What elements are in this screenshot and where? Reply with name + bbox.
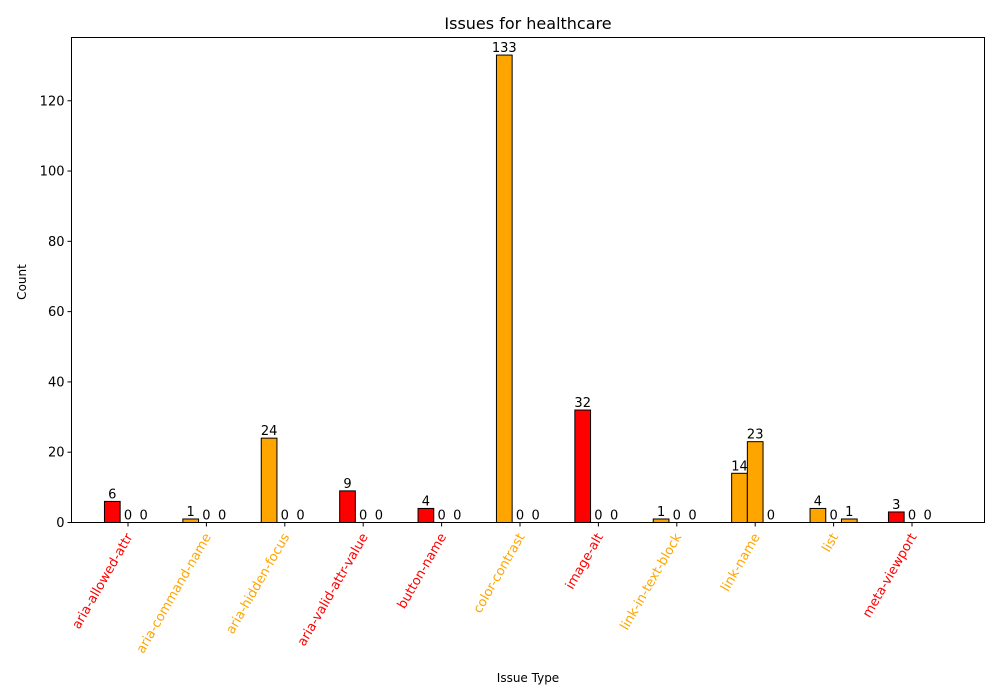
value-label-image-alt-s1: 32 xyxy=(574,396,591,411)
x-axis-label: Issue Type xyxy=(497,671,559,685)
value-label-list-s2: 0 xyxy=(829,509,837,524)
value-label-aria-command-name-s3: 0 xyxy=(218,509,226,524)
y-axis-label: Count xyxy=(15,264,29,300)
bar-image-alt-s1 xyxy=(574,409,592,524)
value-label-link-in-text-block-s2: 0 xyxy=(673,509,681,524)
value-label-meta-viewport-s2: 0 xyxy=(908,509,916,524)
bars-layer xyxy=(103,54,905,524)
value-label-color-contrast-s1: 133 xyxy=(492,41,517,56)
value-label-aria-hidden-focus-s1: 24 xyxy=(261,424,278,439)
y-tick-label-120: 120 xyxy=(40,94,65,109)
value-label-link-name-s3: 0 xyxy=(767,509,775,524)
value-label-meta-viewport-s1: 3 xyxy=(892,498,900,513)
y-tick-label-40: 40 xyxy=(48,375,65,390)
value-label-image-alt-s2: 0 xyxy=(594,509,602,524)
value-label-button-name-s2: 0 xyxy=(437,509,445,524)
bar-aria-allowed-attr-s1 xyxy=(103,500,121,524)
value-label-aria-hidden-focus-s3: 0 xyxy=(296,509,304,524)
value-label-image-alt-s3: 0 xyxy=(610,509,618,524)
bar-link-name-s1 xyxy=(731,472,748,523)
value-label-aria-valid-attr-value-s2: 0 xyxy=(359,509,367,524)
value-label-button-name-s3: 0 xyxy=(453,509,461,524)
value-label-link-in-text-block-s1: 1 xyxy=(657,505,665,520)
value-label-color-contrast-s3: 0 xyxy=(532,509,540,524)
y-tick-label-20: 20 xyxy=(48,446,65,461)
plot-frame xyxy=(71,37,985,523)
chart-title: Issues for healthcare xyxy=(444,14,611,33)
y-tick-label-60: 60 xyxy=(48,305,65,320)
y-tick-label-100: 100 xyxy=(40,165,65,180)
value-label-button-name-s1: 4 xyxy=(422,494,430,509)
bar-button-name-s1 xyxy=(417,507,435,524)
value-label-list-s3: 1 xyxy=(845,505,853,520)
value-label-link-name-s2: 23 xyxy=(747,428,764,443)
value-label-aria-allowed-attr-s3: 0 xyxy=(140,509,148,524)
bar-list-s1 xyxy=(809,507,827,524)
bar-meta-viewport-s1 xyxy=(887,511,905,523)
y-tick-label-80: 80 xyxy=(48,235,65,250)
value-label-aria-command-name-s2: 0 xyxy=(202,509,210,524)
value-label-aria-valid-attr-value-s3: 0 xyxy=(375,509,383,524)
value-label-aria-hidden-focus-s2: 0 xyxy=(281,509,289,524)
bar-link-name-s2 xyxy=(746,441,764,524)
value-label-color-contrast-s2: 0 xyxy=(516,509,524,524)
bar-aria-valid-attr-value-s1 xyxy=(339,490,356,523)
value-label-meta-viewport-s3: 0 xyxy=(924,509,932,524)
bar-aria-hidden-focus-s1 xyxy=(260,437,278,523)
value-label-aria-allowed-attr-s1: 6 xyxy=(108,487,116,502)
value-label-link-name-s1: 14 xyxy=(731,459,748,474)
bar-color-contrast-s1 xyxy=(495,54,513,523)
value-label-link-in-text-block-s3: 0 xyxy=(688,509,696,524)
y-tick-label-0: 0 xyxy=(56,516,64,531)
value-label-aria-command-name-s1: 1 xyxy=(187,505,195,520)
value-label-aria-allowed-attr-s2: 0 xyxy=(124,509,132,524)
value-label-aria-valid-attr-value-s1: 9 xyxy=(343,477,351,492)
value-label-list-s1: 4 xyxy=(814,494,822,509)
y-axis: 0 20 40 60 80 100 120 xyxy=(40,94,72,531)
